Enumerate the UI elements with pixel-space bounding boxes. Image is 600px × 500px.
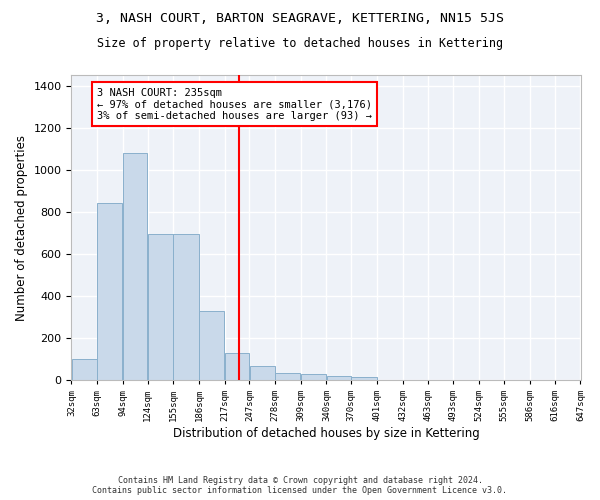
Bar [352,377,377,380]
Bar [225,353,249,380]
X-axis label: Distribution of detached houses by size in Kettering: Distribution of detached houses by size … [173,427,479,440]
Bar [97,204,122,380]
Y-axis label: Number of detached properties: Number of detached properties [15,134,28,320]
Text: Contains HM Land Registry data © Crown copyright and database right 2024.
Contai: Contains HM Land Registry data © Crown c… [92,476,508,495]
Bar [71,359,97,380]
Bar [148,234,173,380]
Bar [301,374,326,380]
Text: 3, NASH COURT, BARTON SEAGRAVE, KETTERING, NN15 5JS: 3, NASH COURT, BARTON SEAGRAVE, KETTERIN… [96,12,504,26]
Bar [275,373,301,380]
Bar [326,376,351,380]
Bar [173,234,199,380]
Bar [123,153,148,380]
Text: Size of property relative to detached houses in Kettering: Size of property relative to detached ho… [97,38,503,51]
Bar [250,366,275,380]
Text: 3 NASH COURT: 235sqm
← 97% of detached houses are smaller (3,176)
3% of semi-det: 3 NASH COURT: 235sqm ← 97% of detached h… [97,88,372,121]
Bar [199,310,224,380]
